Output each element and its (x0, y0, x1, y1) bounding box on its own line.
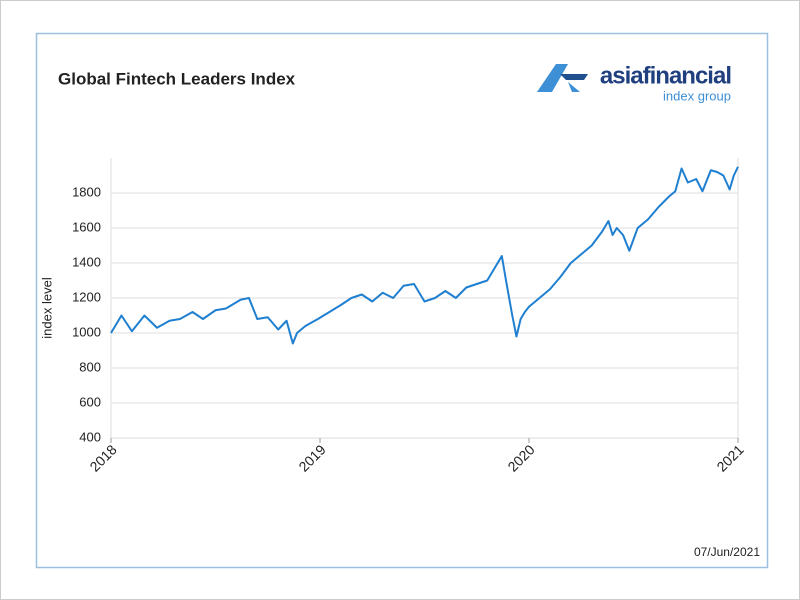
line (110, 166, 739, 345)
y-tick-label: 1600 (72, 219, 101, 234)
logo: asiafinancial index group (537, 62, 732, 103)
y-tick-label: 400 (79, 429, 101, 444)
y-tick-label: 1200 (72, 289, 101, 304)
logo-icon (537, 64, 568, 92)
y-tick-label: 800 (79, 359, 101, 374)
y-tick-label: 1000 (72, 324, 101, 339)
chart-title: Global Fintech Leaders Index (58, 69, 296, 88)
logo-name: asiafinancial (600, 62, 731, 89)
date-label: 07/Jun/2021 (694, 545, 760, 559)
y-axis-label: index level (39, 277, 54, 339)
logo-icon (560, 74, 588, 80)
y-tick-label: 600 (79, 394, 101, 409)
y-tick-label: 1400 (72, 254, 101, 269)
y-tick-label: 1800 (72, 184, 101, 199)
logo-icon (568, 82, 580, 92)
inner-frame (35, 32, 769, 569)
logo-sub: index group (663, 88, 731, 103)
